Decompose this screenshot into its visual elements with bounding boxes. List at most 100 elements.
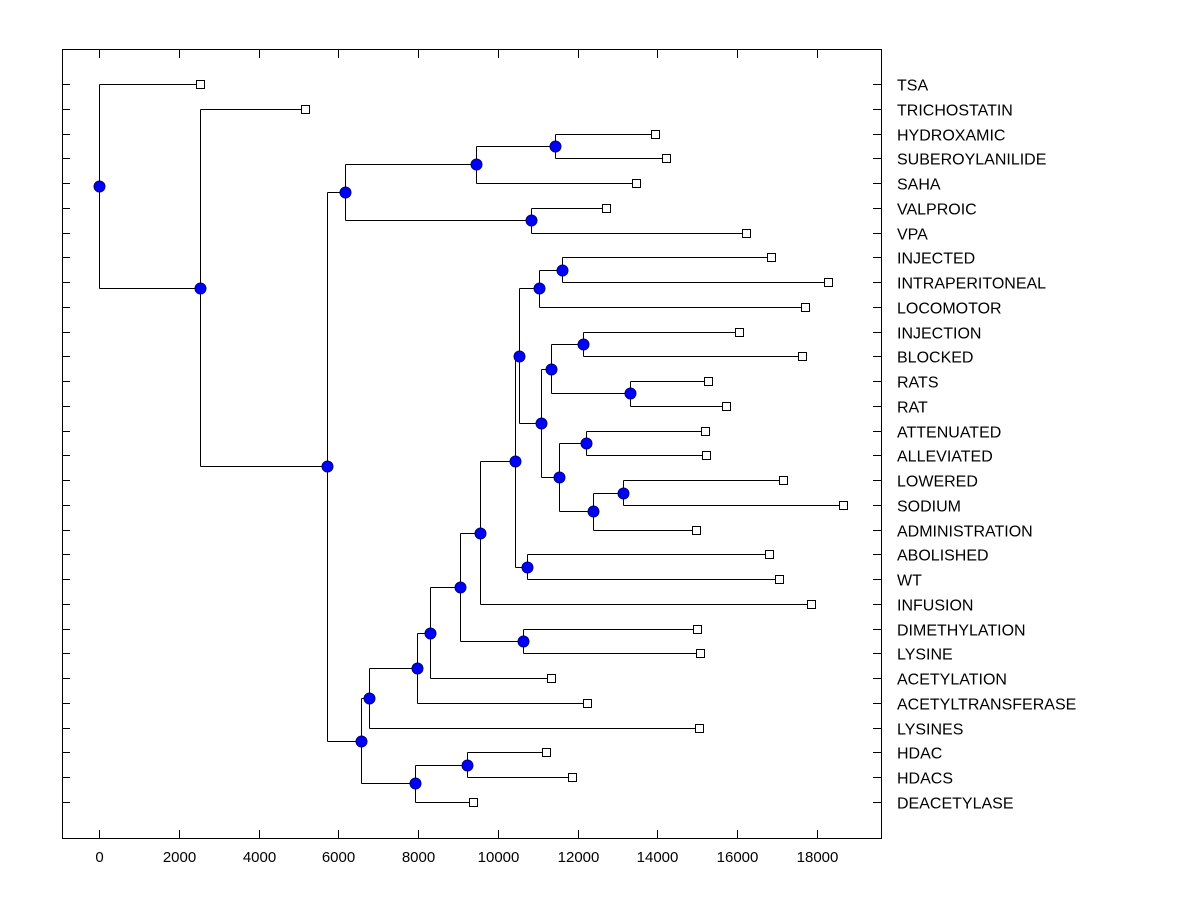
- x-tick-label: 8000: [402, 849, 435, 866]
- cluster-node: [411, 662, 424, 675]
- leaf-label: TSA: [897, 78, 928, 95]
- x-tick-label: 0: [95, 849, 103, 866]
- cluster-node: [553, 471, 566, 484]
- leaf-marker: [632, 179, 641, 188]
- leaf-label: LOCOMOTOR: [897, 301, 1002, 318]
- leaf-label: LYSINE: [897, 647, 953, 664]
- cluster-node: [454, 581, 467, 594]
- leaf-marker: [765, 550, 774, 559]
- cluster-node: [556, 264, 569, 277]
- leaf-marker: [779, 476, 788, 485]
- cluster-node: [545, 363, 558, 376]
- cluster-node: [339, 186, 352, 199]
- leaf-label: ACETYLTRANSFERASE: [897, 697, 1076, 714]
- leaf-marker: [695, 724, 704, 733]
- leaf-marker: [767, 253, 776, 262]
- cluster-node: [624, 387, 637, 400]
- dendrogram-links: [99, 84, 844, 803]
- leaf-label: INJECTION: [897, 326, 981, 343]
- x-tick-label: 16000: [717, 849, 759, 866]
- leaf-marker: [722, 402, 731, 411]
- cluster-node: [587, 505, 600, 518]
- leaf-marker: [839, 501, 848, 510]
- cluster-node: [617, 487, 630, 500]
- leaf-label: ALLEVIATED: [897, 449, 993, 466]
- leaf-marker: [583, 699, 592, 708]
- leaf-label: INTRAPERITONEAL: [897, 276, 1046, 293]
- leaf-label: HDAC: [897, 746, 942, 763]
- cluster-node: [93, 180, 106, 193]
- cluster-node: [409, 777, 422, 790]
- leaf-label: VPA: [897, 227, 928, 244]
- cluster-node: [577, 338, 590, 351]
- cluster-node: [424, 627, 437, 640]
- cluster-node: [513, 350, 526, 363]
- leaf-label: ADMINISTRATION: [897, 524, 1033, 541]
- leaf-marker: [701, 427, 710, 436]
- leaf-label: SAHA: [897, 177, 941, 194]
- cluster-node: [363, 692, 376, 705]
- leaf-marker: [568, 773, 577, 782]
- internal-nodes: [93, 140, 637, 790]
- leaf-marker: [301, 105, 310, 114]
- leaf-label: HDACS: [897, 771, 953, 788]
- leaf-marker: [742, 229, 751, 238]
- cluster-node: [517, 635, 530, 648]
- leaf-label: TRICHOSTATIN: [897, 103, 1013, 120]
- leaf-marker: [602, 204, 611, 213]
- leaf-label: RATS: [897, 375, 938, 392]
- y-axis-ticks: [62, 84, 881, 803]
- cluster-node: [535, 417, 548, 430]
- leaf-label: ACETYLATION: [897, 672, 1007, 689]
- cluster-node: [461, 759, 474, 772]
- x-tick-label: 10000: [478, 849, 520, 866]
- leaf-label: SODIUM: [897, 499, 961, 516]
- leaf-label: ATTENUATED: [897, 425, 1001, 442]
- leaf-marker: [824, 278, 833, 287]
- leaf-label: LYSINES: [897, 722, 963, 739]
- leaf-label: HYDROXAMIC: [897, 128, 1005, 145]
- leaf-marker: [735, 328, 744, 337]
- leaf-label: ABOLISHED: [897, 548, 989, 565]
- cluster-node: [580, 437, 593, 450]
- x-tick-label: 4000: [243, 849, 276, 866]
- x-tick-label: 12000: [558, 849, 600, 866]
- x-tick-label: 14000: [637, 849, 679, 866]
- leaf-marker: [798, 352, 807, 361]
- leaf-marker: [469, 798, 478, 807]
- leaf-label: INJECTED: [897, 251, 975, 268]
- leaf-marker: [547, 674, 556, 683]
- cluster-node: [533, 282, 546, 295]
- x-tick-label: 2000: [163, 849, 196, 866]
- leaf-label: DIMETHYLATION: [897, 623, 1026, 640]
- cluster-node: [521, 561, 534, 574]
- cluster-node: [549, 140, 562, 153]
- leaf-marker: [704, 377, 713, 386]
- cluster-node: [474, 527, 487, 540]
- leaf-marker: [196, 80, 205, 89]
- leaf-marker: [662, 154, 671, 163]
- plot-frame: [62, 49, 882, 839]
- x-axis: 0 2000 4000 6000 8000 10000 12000 14000 16000 180…: [95, 50, 838, 866]
- leaf-marker: [702, 451, 711, 460]
- leaf-marker: [696, 649, 705, 658]
- leaf-marker: [801, 303, 810, 312]
- x-tick-label: 18000: [797, 849, 839, 866]
- leaf-label: SUBEROYLANILIDE: [897, 152, 1046, 169]
- cluster-node: [321, 460, 334, 473]
- cluster-node: [470, 158, 483, 171]
- cluster-node: [355, 735, 368, 748]
- leaf-label: RAT: [897, 400, 928, 417]
- leaf-marker: [542, 748, 551, 757]
- leaf-marker: [693, 625, 702, 634]
- leaf-label: VALPROIC: [897, 202, 977, 219]
- leaf-marker: [807, 600, 816, 609]
- cluster-node: [509, 455, 522, 468]
- leaf-marker: [651, 130, 660, 139]
- leaf-marker: [692, 526, 701, 535]
- leaf-label: INFUSION: [897, 598, 973, 615]
- leaf-marker: [775, 575, 784, 584]
- x-tick-label: 6000: [322, 849, 355, 866]
- leaf-labels: TSA TRICHOSTATIN HYDROXAMIC SUBEROYLANILIDE…: [897, 78, 1076, 813]
